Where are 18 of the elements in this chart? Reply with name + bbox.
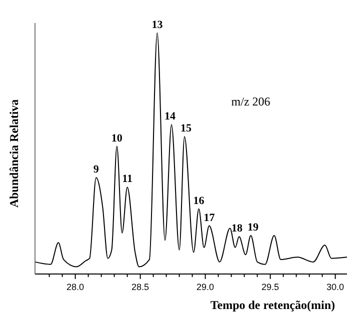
annotation: 19: [247, 221, 259, 234]
y-axis-title: Abundância Relativa: [7, 99, 21, 208]
annotation: 11: [122, 173, 133, 186]
annotation: m/z 206: [231, 94, 270, 108]
annotation: 10: [111, 132, 123, 144]
annotation: 13: [152, 19, 164, 31]
annotation: 14: [164, 110, 176, 123]
x-tick-label: 29.0: [196, 282, 214, 292]
annotation: 15: [180, 122, 192, 135]
annotation: 18: [231, 222, 243, 235]
x-tick-label: 29.5: [262, 282, 280, 292]
annotation: 17: [204, 212, 216, 224]
x-tick-label: 28.0: [66, 282, 84, 292]
annotation: 16: [193, 194, 205, 207]
x-tick-label: 28.5: [132, 282, 150, 292]
x-axis-title: Tempo de retenção(min): [210, 298, 335, 312]
x-tick-label: 30.0: [326, 282, 344, 292]
annotation: 9: [93, 164, 100, 176]
